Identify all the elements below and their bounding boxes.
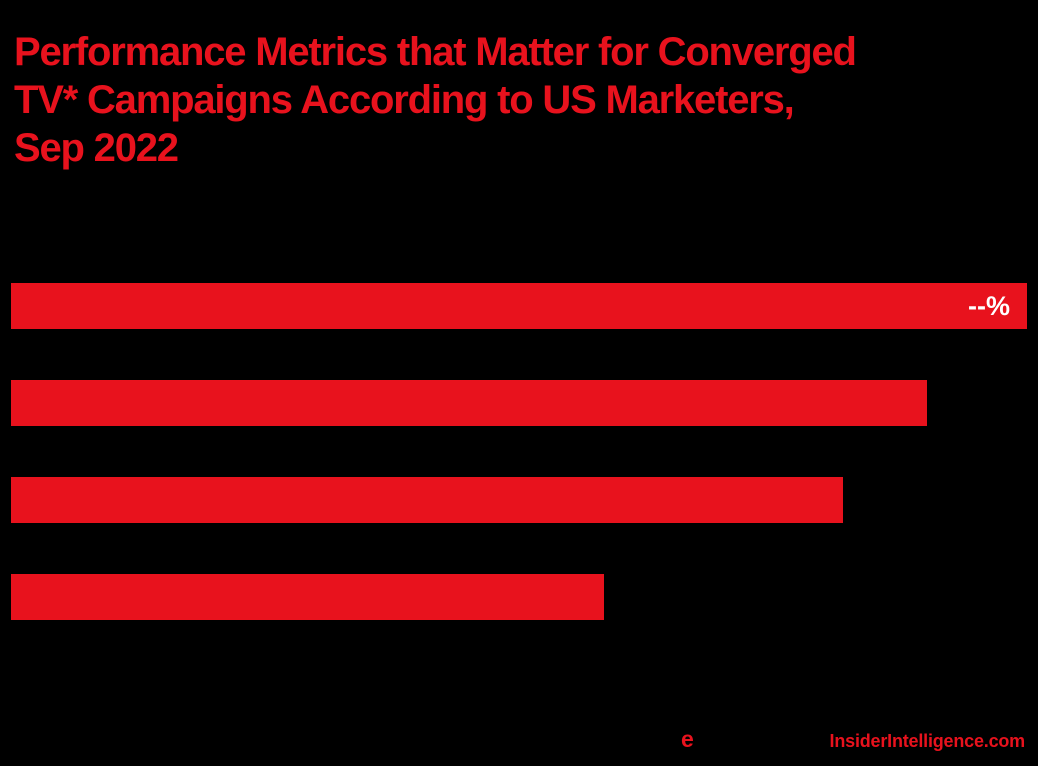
bar-value-label: --% bbox=[968, 291, 1010, 321]
bar-chart: --% bbox=[11, 283, 1027, 620]
bar bbox=[11, 477, 844, 523]
bar bbox=[11, 380, 928, 426]
insider-intelligence-url: InsiderIntelligence.com bbox=[829, 731, 1026, 751]
bar bbox=[11, 574, 605, 620]
chart-title-line-2: TV* Campaigns According to US Marketers, bbox=[14, 78, 795, 122]
bar-row: --% bbox=[11, 283, 1027, 329]
chart-title-line-1: Performance Metrics that Matter for Conv… bbox=[14, 30, 857, 74]
chart-title-line-3: Sep 2022 bbox=[14, 126, 179, 170]
bar-row bbox=[11, 574, 1027, 620]
emarketer-logo-e: e bbox=[681, 726, 694, 752]
footer: e InsiderIntelligence.com bbox=[0, 727, 1038, 753]
bar: --% bbox=[11, 283, 1027, 329]
chart-title: Performance Metrics that Matter for Conv… bbox=[14, 28, 857, 172]
bar-row bbox=[11, 380, 1027, 426]
bar-row bbox=[11, 477, 1027, 523]
